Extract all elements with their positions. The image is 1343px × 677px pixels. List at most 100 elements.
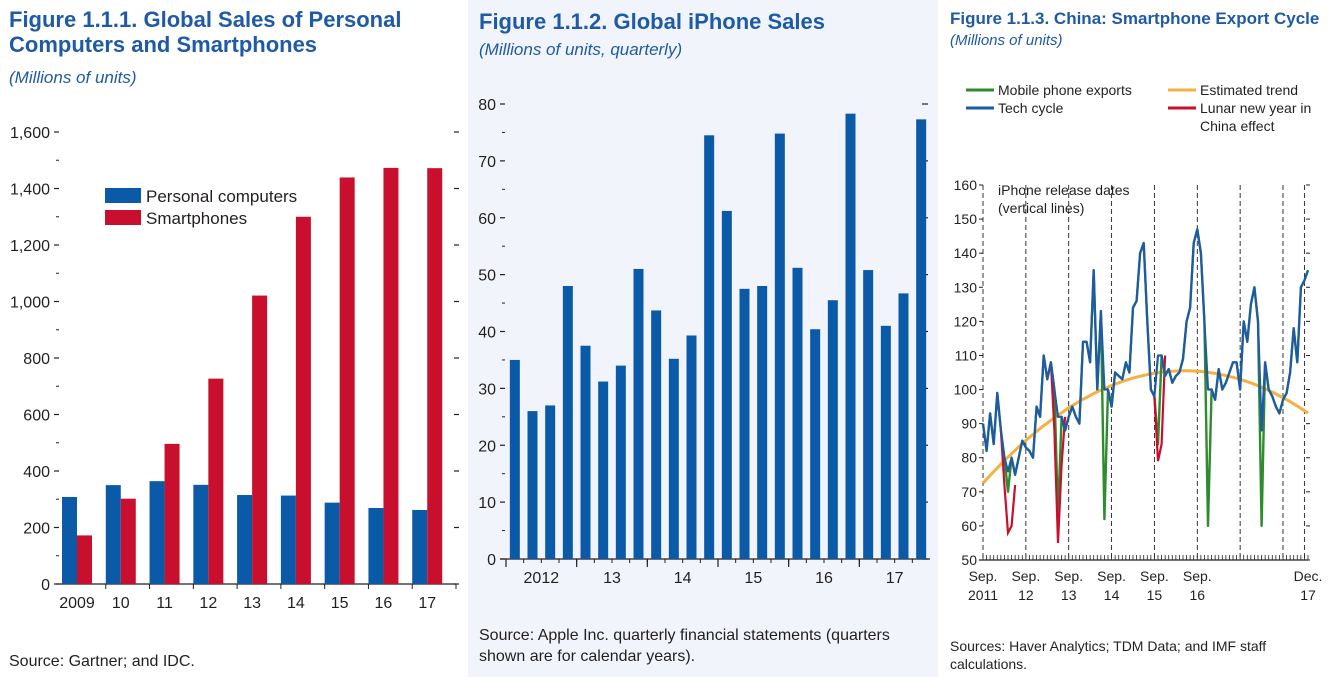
x-tick-label: 16 xyxy=(815,570,833,587)
bar-iphone xyxy=(880,325,891,559)
y-tick-label: 70 xyxy=(478,154,496,171)
bar-iphone xyxy=(827,300,838,559)
bar-iphone xyxy=(792,267,803,559)
x-tick-label: 14 xyxy=(1104,587,1120,603)
legend-swatch xyxy=(105,188,141,203)
figure-1-1-3-title: Figure 1.1.3. China: Smartphone Export C… xyxy=(950,9,1320,28)
source-line-2: shown are for calendar years). xyxy=(479,647,696,665)
y-tick-label: 120 xyxy=(954,313,978,329)
legend-label: Personal computers xyxy=(146,187,297,206)
y-tick-label: 50 xyxy=(478,268,496,285)
y-tick-label: 400 xyxy=(23,464,50,481)
bar-iphone xyxy=(757,286,768,559)
y-tick-label: 150 xyxy=(954,211,978,227)
x-tick-label: 13 xyxy=(1061,587,1077,603)
bar-pc xyxy=(368,508,384,584)
figure-1-1-1-title: Figure 1.1.1. Global Sales of Personal C… xyxy=(9,7,402,57)
release-annotation: (vertical lines) xyxy=(998,200,1084,216)
x-tick-label: 12 xyxy=(199,595,217,612)
figure-1-1-2-source: Source: Apple Inc. quarterly financial s… xyxy=(479,626,890,668)
bar-iphone xyxy=(916,119,927,559)
x-tick-label: 15 xyxy=(744,570,762,587)
x-tick-label: Sep. xyxy=(1097,568,1126,584)
bar-smartphone xyxy=(208,378,224,584)
y-tick-label: 130 xyxy=(954,279,978,295)
panel-iphone: Figure 1.1.2. Global iPhone Sales (Milli… xyxy=(468,0,938,677)
x-tick-label: 10 xyxy=(112,595,130,612)
bar-pc xyxy=(149,481,165,584)
x-tick-label: 15 xyxy=(331,595,349,612)
figure-1-1-2-subtitle: (Millions of units, quarterly) xyxy=(479,40,683,59)
legend-label: Mobile phone exports xyxy=(998,82,1132,98)
bar-smartphone xyxy=(383,167,399,584)
x-tick-label: Sep. xyxy=(1183,568,1212,584)
x-tick-label: 12 xyxy=(1018,587,1034,603)
x-tick-label: 16 xyxy=(375,595,393,612)
y-tick-label: 110 xyxy=(955,347,978,363)
title-line-1: Figure 1.1.1. Global Sales of Personal xyxy=(9,7,402,32)
source-line-2: calculations. xyxy=(950,656,1028,673)
y-tick-label: 140 xyxy=(954,245,978,261)
y-tick-label: 800 xyxy=(23,351,50,368)
source-line-1: Sources: Haver Analytics; TDM Data; and … xyxy=(950,638,1267,654)
bar-iphone xyxy=(810,329,821,559)
y-tick-label: 20 xyxy=(478,438,496,455)
y-tick-label: 80 xyxy=(478,97,496,114)
x-tick-label: 14 xyxy=(287,595,305,612)
x-tick-label: Sep. xyxy=(969,568,998,584)
y-tick-label: 1,000 xyxy=(10,295,50,312)
y-tick-label: 80 xyxy=(961,450,977,466)
x-tick-label: 17 xyxy=(1300,587,1316,603)
figure-1-1-3-subtitle: (Millions of units) xyxy=(950,32,1063,49)
y-tick-label: 60 xyxy=(961,518,977,534)
y-tick-label: 0 xyxy=(41,577,50,594)
bar-smartphone xyxy=(252,295,268,584)
x-tick-label: 17 xyxy=(418,595,436,612)
bar-smartphone xyxy=(120,498,136,584)
figure-1-1-2-title: Figure 1.1.2. Global iPhone Sales xyxy=(479,9,825,34)
panel-china-export: Figure 1.1.3. China: Smartphone Export C… xyxy=(940,0,1343,677)
bar-iphone xyxy=(704,135,715,559)
y-tick-label: 1,400 xyxy=(10,182,50,199)
tech-cycle-line xyxy=(981,228,1310,476)
bar-iphone xyxy=(615,365,626,559)
x-tick-label: 15 xyxy=(1147,587,1163,603)
legend-label: Tech cycle xyxy=(998,100,1064,116)
y-tick-label: 0 xyxy=(487,552,496,569)
y-tick-label: 200 xyxy=(23,521,50,538)
legend-label: Estimated trend xyxy=(1200,82,1298,98)
bar-iphone xyxy=(633,268,644,559)
x-tick-label: 13 xyxy=(603,570,621,587)
release-annotation: iPhone release dates xyxy=(998,182,1130,198)
bar-pc xyxy=(105,485,121,584)
y-tick-label: 40 xyxy=(478,325,496,342)
bar-iphone xyxy=(686,335,697,559)
x-tick-label: 16 xyxy=(1189,587,1205,603)
figure-1-1-1-source: Source: Gartner; and IDC. xyxy=(9,653,195,670)
bar-smartphone xyxy=(164,443,180,584)
bar-pc xyxy=(412,509,428,584)
bar-iphone xyxy=(580,345,591,559)
y-tick-label: 100 xyxy=(954,382,978,398)
chart-1-1-2: 0 10 20 30 40 50 60 70 80 2012 13 14 15 16 17 xyxy=(478,97,930,587)
bar-pc xyxy=(280,495,296,584)
x-tick-label: Sep. xyxy=(1140,568,1169,584)
bar-pc xyxy=(324,502,340,584)
bar-iphone xyxy=(598,381,609,559)
bar-iphone xyxy=(509,359,520,559)
x-tick-label: 2011 xyxy=(968,587,998,603)
bar-iphone xyxy=(721,210,732,560)
figure-1-1-1-subtitle: (Millions of units) xyxy=(9,68,137,87)
y-tick-label: 160 xyxy=(954,177,978,193)
y-tick-label: 1,200 xyxy=(10,238,50,255)
bar-iphone xyxy=(863,270,874,559)
bar-iphone xyxy=(845,113,856,559)
bar-iphone xyxy=(668,358,679,559)
y-tick-label: 50 xyxy=(961,552,977,568)
y-tick-label: 60 xyxy=(478,211,496,228)
y-tick-label: 30 xyxy=(478,381,496,398)
bar-smartphone xyxy=(339,177,355,585)
source-line-1: Source: Apple Inc. quarterly financial s… xyxy=(479,627,890,644)
title-line-2: Computers and Smartphones xyxy=(9,31,318,57)
bar-iphone xyxy=(545,405,556,559)
